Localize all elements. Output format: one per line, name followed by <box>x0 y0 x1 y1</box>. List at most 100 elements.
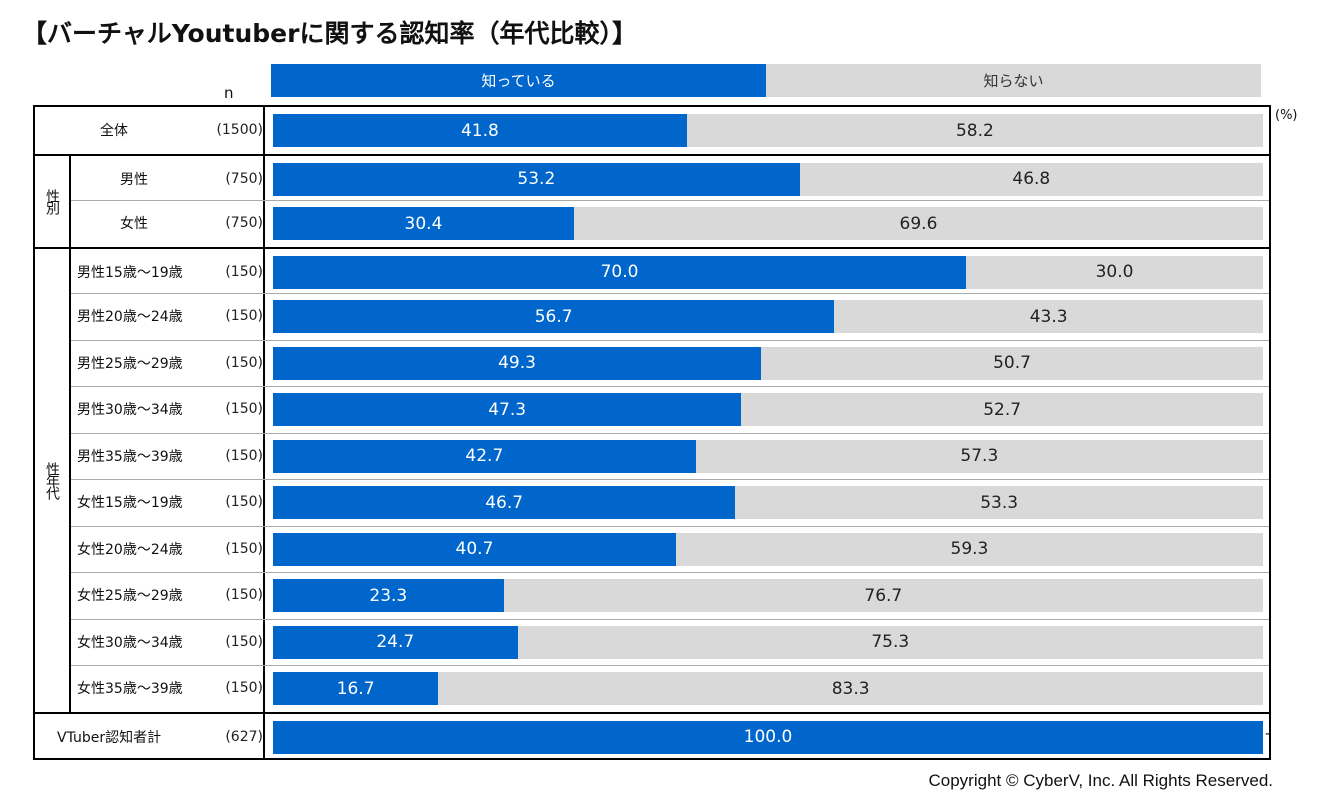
bar-not-know: 75.3 <box>517 625 1263 659</box>
bar-not-know: 76.7 <box>503 579 1263 612</box>
data-label: 49.3 <box>498 353 536 373</box>
n-value: (150) <box>225 494 263 511</box>
chart-title: 【バーチャルYoutuberに関する認知率（年代比較）】 <box>22 19 637 48</box>
row-divider <box>71 386 1269 387</box>
table-row: 女性15歳～19歳 (150) 46.7 53.3 <box>35 479 1269 526</box>
row-divider <box>71 339 1269 341</box>
bar-know: 24.7 <box>273 625 518 659</box>
row-divider <box>71 572 1269 573</box>
bar-know: 100.0 <box>273 720 1263 754</box>
table-row: 男性20歳～24歳 (150) 56.7 43.3 <box>35 293 1269 340</box>
data-label: 75.3 <box>871 632 910 652</box>
data-label: 46.7 <box>485 492 524 513</box>
row-divider <box>71 479 1269 480</box>
n-value: (1500) <box>216 122 263 139</box>
n-value: (750) <box>225 215 263 232</box>
legend-know: 知っている <box>271 64 766 97</box>
data-label: 23.3 <box>369 585 408 606</box>
table-row: 男性 (750) 53.2 46.8 <box>35 153 1269 201</box>
bar-not-know: 30.0 <box>966 255 1263 289</box>
group-label: 性別 <box>35 155 71 247</box>
data-label: 30.0 <box>1095 262 1134 282</box>
table-row: 女性35歳～39歳 (150) 16.7 83.3 <box>35 665 1269 712</box>
data-label: 30.4 <box>404 213 443 234</box>
data-label: 40.7 <box>455 539 494 559</box>
category-label: VTuber認知者計 <box>57 729 162 746</box>
bar-know: 16.7 <box>273 672 439 705</box>
table-row: 女性20歳～24歳 (150) 40.7 59.3 <box>35 525 1269 573</box>
category-label: 男性20歳～24歳 <box>77 309 183 326</box>
chart-table: 全体 (1500) 41.8 58.2 男性 (750) 53.2 46.8 女性 (750) 30… <box>33 105 1271 760</box>
legend-not-know: 知らない <box>766 64 1261 97</box>
row-divider <box>71 665 1269 666</box>
n-value: (150) <box>225 354 263 371</box>
category-label: 女性35歳～39歳 <box>77 681 183 698</box>
n-value: (150) <box>225 633 263 650</box>
data-label: 24.7 <box>376 632 415 652</box>
category-label: 男性 <box>120 171 148 188</box>
n-value: (150) <box>225 680 263 697</box>
data-label: 59.3 <box>950 539 989 559</box>
category-label: 男性35歳～39歳 <box>77 448 183 465</box>
bar-know: 30.4 <box>273 207 574 240</box>
data-label: 52.7 <box>983 399 1022 420</box>
category-label: 全体 <box>100 123 128 140</box>
data-label: 53.2 <box>517 169 556 189</box>
table-row: 男性30歳～34歳 (150) 47.3 52.7 <box>35 386 1269 433</box>
table-row: VTuber認知者計 (627) 100.0 - <box>35 711 1271 759</box>
n-value: (150) <box>225 401 263 418</box>
category-label: 女性20歳～24歳 <box>77 541 183 558</box>
data-label: 69.6 <box>899 213 938 234</box>
category-label: 女性15歳～19歳 <box>77 495 183 512</box>
category-label: 男性25歳～29歳 <box>77 355 183 372</box>
table-row: 男性25歳～29歳 (150) 49.3 50.7 <box>35 339 1269 387</box>
bar-not-know: 58.2 <box>686 114 1263 147</box>
category-label: 男性30歳～34歳 <box>77 402 183 419</box>
n-value: (150) <box>225 308 263 325</box>
data-label: 42.7 <box>465 446 504 466</box>
data-label: - <box>1265 725 1271 742</box>
data-label: 70.0 <box>600 262 639 282</box>
data-label: 43.3 <box>1029 306 1068 327</box>
data-label: 100.0 <box>743 727 793 747</box>
row-divider <box>71 293 1269 294</box>
category-label: 男性15歳～19歳 <box>77 264 183 281</box>
table-row: 男性35歳～39歳 (150) 42.7 57.3 <box>35 432 1269 480</box>
bar-not-know: 46.8 <box>799 162 1263 196</box>
group-label: 性年代 <box>35 248 71 712</box>
bar-not-know: 53.3 <box>735 486 1263 519</box>
bar-know: 41.8 <box>273 114 687 147</box>
data-label: 47.3 <box>488 399 527 420</box>
bar-know: 40.7 <box>273 532 676 566</box>
bar-not-know: 52.7 <box>741 393 1263 426</box>
data-label: 76.7 <box>864 585 903 606</box>
bar-not-know: 57.3 <box>695 439 1263 473</box>
n-value: (150) <box>225 587 263 604</box>
table-row: 女性30歳～34歳 (150) 24.7 75.3 <box>35 618 1269 666</box>
bar-know: 42.7 <box>273 439 696 473</box>
copyright: Copyright © CyberV, Inc. All Rights Rese… <box>928 771 1274 790</box>
bar-know: 53.2 <box>273 162 800 196</box>
data-label: 58.2 <box>955 120 994 141</box>
data-label: 50.7 <box>993 353 1031 373</box>
row-divider <box>71 618 1269 620</box>
bar-not-know: 50.7 <box>761 346 1263 380</box>
data-label: 56.7 <box>534 306 573 327</box>
table-row: 男性15歳～19歳 (150) 70.0 30.0 <box>35 246 1269 294</box>
n-header: n <box>224 84 234 102</box>
bar-know: 23.3 <box>273 579 504 612</box>
bar-know: 49.3 <box>273 346 762 380</box>
bar-not-know: 43.3 <box>834 300 1263 333</box>
data-label: 57.3 <box>960 446 999 466</box>
category-label: 女性30歳～34歳 <box>77 634 183 651</box>
row-divider <box>71 525 1269 527</box>
category-label: 女性 <box>120 216 148 233</box>
bar-know: 46.7 <box>273 486 736 519</box>
n-value: (150) <box>225 447 263 464</box>
bar-not-know: 69.6 <box>573 207 1263 240</box>
row-divider <box>71 200 1269 201</box>
bar-not-know: 59.3 <box>675 532 1263 566</box>
n-value: (627) <box>225 728 263 745</box>
data-label: 46.8 <box>1012 169 1051 189</box>
n-value: (150) <box>225 263 263 280</box>
